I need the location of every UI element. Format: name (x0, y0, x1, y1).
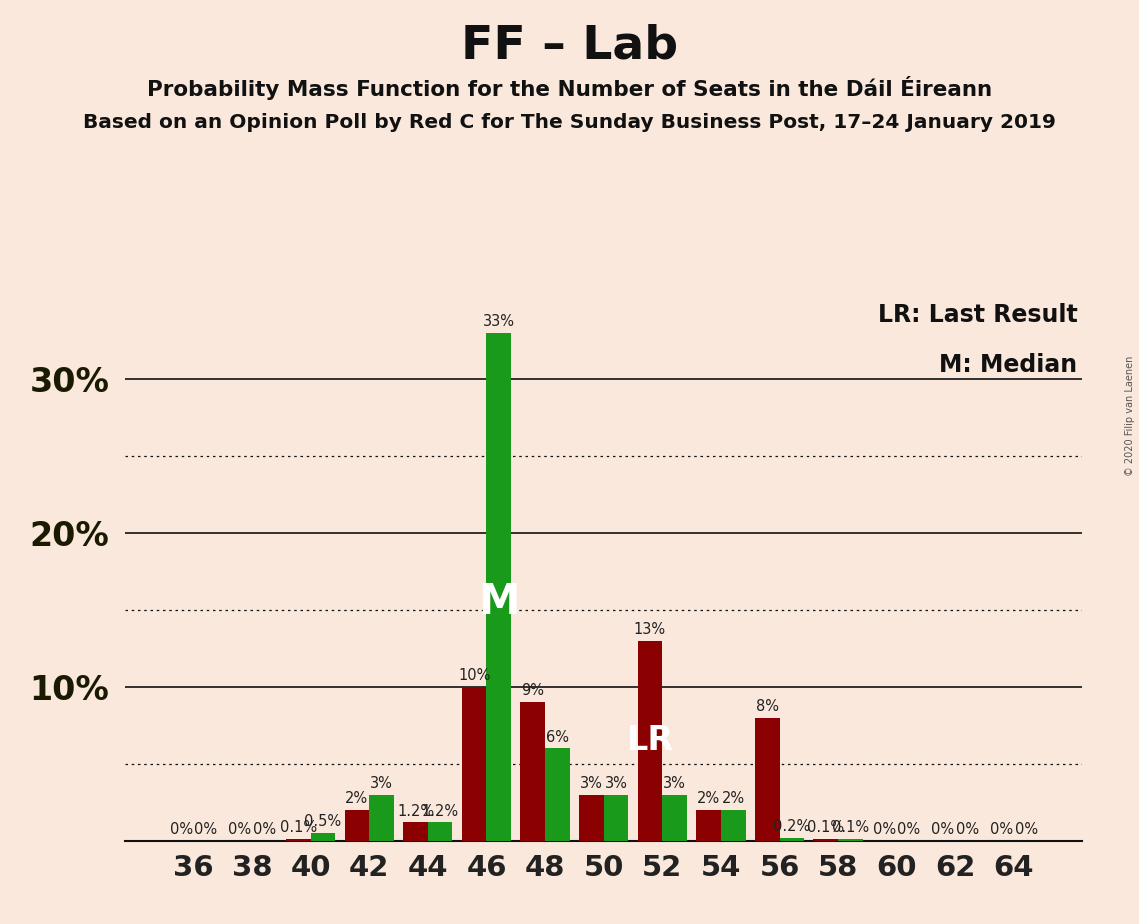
Text: 3%: 3% (663, 776, 686, 791)
Text: 0%: 0% (253, 822, 276, 837)
Text: © 2020 Filip van Laenen: © 2020 Filip van Laenen (1125, 356, 1134, 476)
Text: 1.2%: 1.2% (421, 804, 459, 819)
Bar (521, 702, 546, 841)
Text: 1.2%: 1.2% (398, 804, 434, 819)
Text: 6%: 6% (546, 730, 568, 745)
Bar (403, 822, 428, 841)
Text: 0%: 0% (956, 822, 980, 837)
Bar (369, 795, 394, 841)
Bar (813, 839, 838, 841)
Text: 13%: 13% (634, 622, 666, 637)
Text: 2%: 2% (345, 791, 369, 806)
Text: 9%: 9% (522, 684, 544, 699)
Text: 0%: 0% (932, 822, 954, 837)
Text: FF – Lab: FF – Lab (461, 23, 678, 68)
Text: 8%: 8% (755, 699, 779, 713)
Bar (579, 795, 604, 841)
Bar (461, 687, 486, 841)
Text: 10%: 10% (458, 668, 490, 683)
Text: 0%: 0% (898, 822, 920, 837)
Text: 3%: 3% (580, 776, 603, 791)
Text: 33%: 33% (483, 314, 515, 329)
Text: 0%: 0% (1015, 822, 1038, 837)
Bar (662, 795, 687, 841)
Text: 0%: 0% (194, 822, 218, 837)
Text: 2%: 2% (722, 791, 745, 806)
Text: 0.1%: 0.1% (280, 821, 317, 835)
Bar (546, 748, 570, 841)
Text: 0.2%: 0.2% (773, 819, 811, 833)
Bar (755, 718, 779, 841)
Text: 3%: 3% (605, 776, 628, 791)
Text: 0.1%: 0.1% (808, 821, 844, 835)
Text: M: Median: M: Median (940, 353, 1077, 377)
Bar (721, 810, 746, 841)
Bar (345, 810, 369, 841)
Bar (486, 333, 511, 841)
Bar (779, 838, 804, 841)
Bar (311, 833, 335, 841)
Bar (604, 795, 629, 841)
Text: 2%: 2% (697, 791, 720, 806)
Text: Probability Mass Function for the Number of Seats in the Dáil Éireann: Probability Mass Function for the Number… (147, 76, 992, 100)
Text: LR: Last Result: LR: Last Result (877, 303, 1077, 327)
Bar (696, 810, 721, 841)
Bar (286, 839, 311, 841)
Text: 0%: 0% (872, 822, 896, 837)
Text: 0.1%: 0.1% (831, 821, 869, 835)
Bar (428, 822, 452, 841)
Text: M: M (478, 581, 519, 623)
Bar (838, 839, 862, 841)
Text: 3%: 3% (370, 776, 393, 791)
Text: 0%: 0% (170, 822, 192, 837)
Text: LR: LR (626, 724, 673, 758)
Text: 0%: 0% (228, 822, 252, 837)
Bar (638, 640, 662, 841)
Text: 0.5%: 0.5% (304, 814, 342, 830)
Text: Based on an Opinion Poll by Red C for The Sunday Business Post, 17–24 January 20: Based on an Opinion Poll by Red C for Th… (83, 113, 1056, 132)
Text: 0%: 0% (990, 822, 1014, 837)
